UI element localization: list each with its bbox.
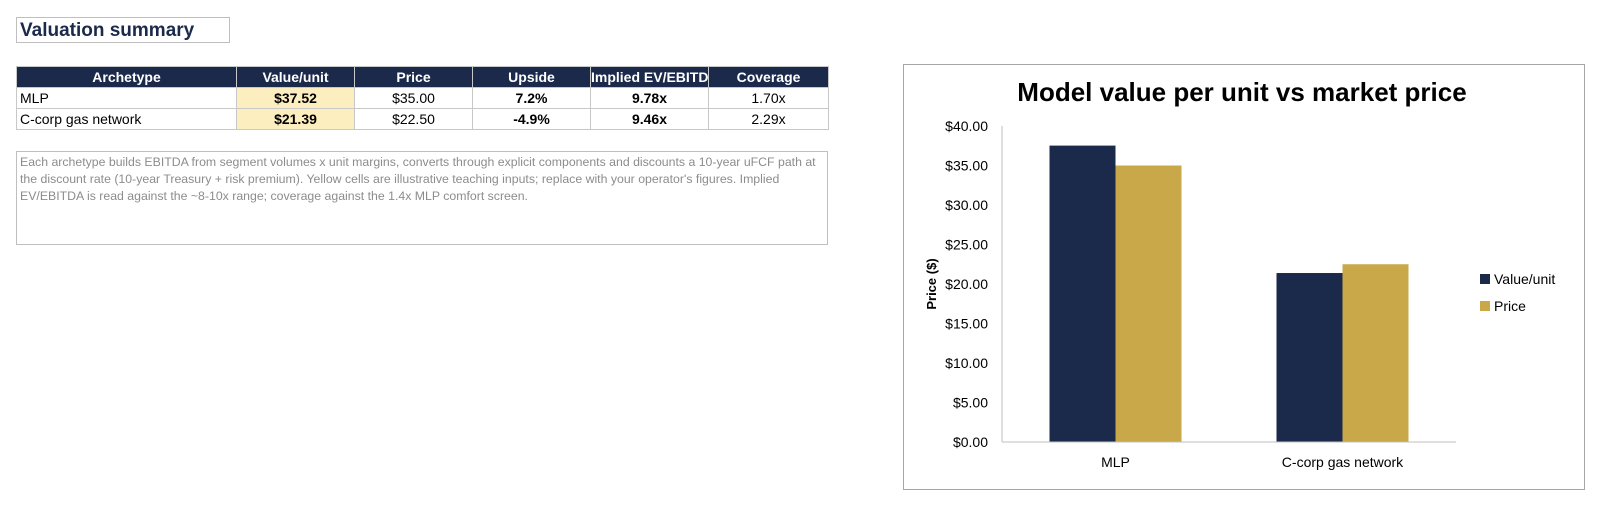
cell-upside[interactable]: -4.9% — [472, 108, 591, 130]
cell-archetype[interactable]: MLP — [16, 87, 237, 109]
valuation-summary-table: Archetype Value/unit Price Upside Implie… — [16, 66, 829, 130]
cell-archetype[interactable]: C-corp gas network — [16, 108, 237, 130]
legend-label: Value/unit — [1494, 271, 1555, 287]
cell-value-unit[interactable]: $37.52 — [236, 87, 355, 109]
chart-title: Model value per unit vs market price — [1017, 77, 1466, 107]
header-coverage[interactable]: Coverage — [708, 66, 829, 88]
legend-swatch — [1480, 301, 1490, 311]
methodology-note[interactable]: Each archetype builds EBITDA from segmen… — [16, 151, 828, 245]
cell-ev-ebitda[interactable]: 9.46x — [590, 108, 709, 130]
table-header-row: Archetype Value/unit Price Upside Implie… — [16, 66, 829, 88]
y-tick-label: $10.00 — [945, 355, 988, 371]
chart-bars — [1049, 145, 1409, 443]
y-axis-title: Price ($) — [924, 258, 939, 309]
chart-container[interactable]: Model value per unit vs market price $0.… — [903, 64, 1585, 490]
x-axis-ticks: MLP C-corp gas network — [1101, 454, 1404, 470]
table-row: MLP $37.52 $35.00 7.2% 9.78x 1.70x — [16, 87, 829, 109]
x-tick-label: MLP — [1101, 454, 1130, 470]
y-tick-label: $15.00 — [945, 316, 988, 332]
bar-price-0[interactable] — [1115, 165, 1182, 443]
header-price[interactable]: Price — [354, 66, 473, 88]
y-tick-label: $35.00 — [945, 158, 988, 174]
bar-value-unit-0[interactable] — [1049, 145, 1116, 442]
cell-upside[interactable]: 7.2% — [472, 87, 591, 109]
x-tick-label: C-corp gas network — [1282, 454, 1404, 470]
cell-coverage[interactable]: 1.70x — [708, 87, 829, 109]
header-archetype[interactable]: Archetype — [16, 66, 237, 88]
header-implied-ev-ebitda[interactable]: Implied EV/EBITDA — [590, 66, 709, 88]
cell-ev-ebitda[interactable]: 9.78x — [590, 87, 709, 109]
legend-swatch — [1480, 274, 1490, 284]
header-upside[interactable]: Upside — [472, 66, 591, 88]
cell-coverage[interactable]: 2.29x — [708, 108, 829, 130]
bar-price-1[interactable] — [1342, 264, 1409, 442]
cell-price[interactable]: $35.00 — [354, 87, 473, 109]
legend-label: Price — [1494, 298, 1526, 314]
y-tick-label: $30.00 — [945, 197, 988, 213]
header-value-unit[interactable]: Value/unit — [236, 66, 355, 88]
y-tick-label: $25.00 — [945, 237, 988, 253]
y-tick-label: $20.00 — [945, 276, 988, 292]
table-row: C-corp gas network $21.39 $22.50 -4.9% 9… — [16, 108, 829, 130]
chart-legend[interactable]: Value/unit Price — [1480, 271, 1555, 314]
bar-chart: Model value per unit vs market price $0.… — [924, 77, 1555, 470]
bar-value-unit-1[interactable] — [1276, 273, 1343, 442]
y-tick-label: $5.00 — [953, 395, 988, 411]
y-tick-label: $0.00 — [953, 434, 988, 450]
cell-value-unit[interactable]: $21.39 — [236, 108, 355, 130]
sheet-title[interactable]: Valuation summary — [16, 17, 230, 43]
y-tick-label: $40.00 — [945, 118, 988, 134]
cell-price[interactable]: $22.50 — [354, 108, 473, 130]
y-axis-ticks: $0.00 $5.00 $10.00 $15.00 $20.00 $25.00 $30.00… — [945, 118, 988, 450]
